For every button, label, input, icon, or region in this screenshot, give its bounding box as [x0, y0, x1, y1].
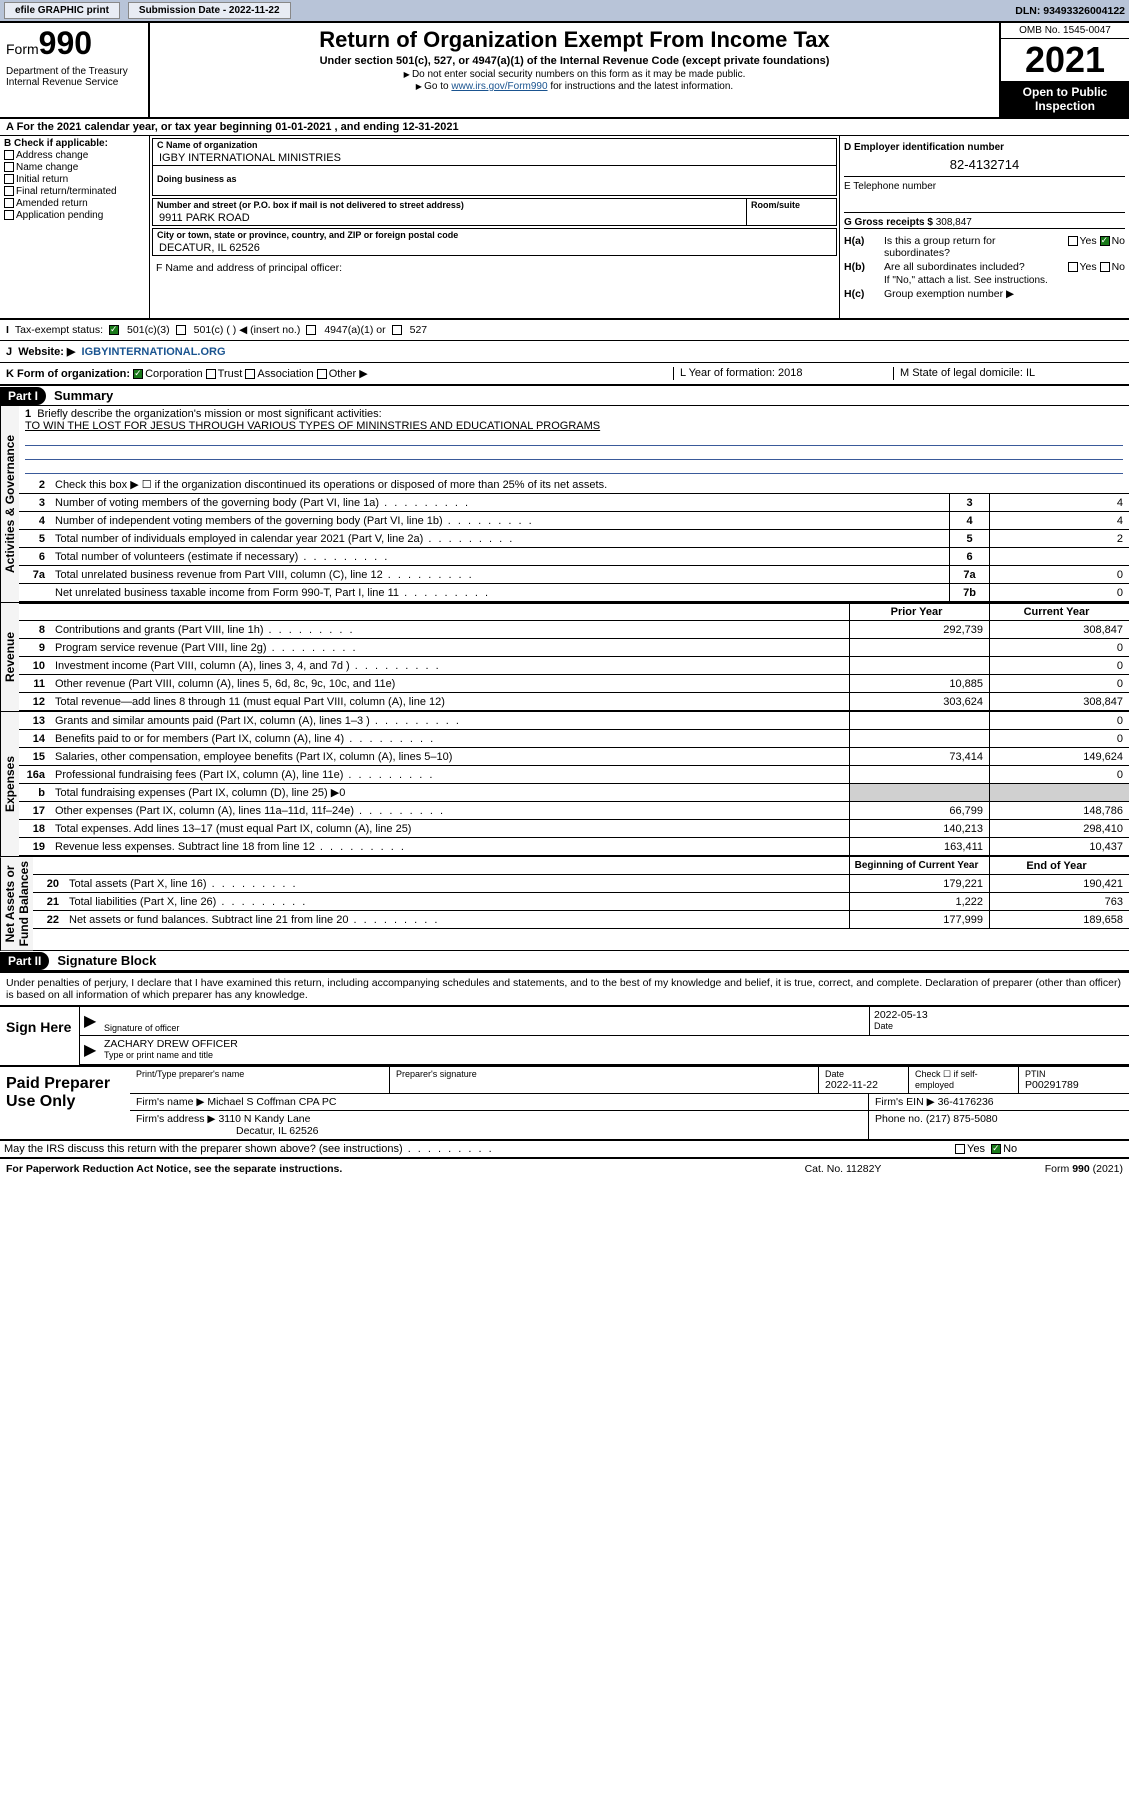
- top-toolbar: efile GRAPHIC print Submission Date - 20…: [0, 0, 1129, 21]
- cb-name-change[interactable]: Name change: [4, 162, 145, 173]
- irs-link[interactable]: www.irs.gov/Form990: [451, 81, 547, 92]
- signature-arrow-icon: ▶: [80, 1007, 100, 1035]
- val-7b: 0: [989, 584, 1129, 601]
- cb-amended[interactable]: Amended return: [4, 198, 145, 209]
- vtab-activities: Activities & Governance: [0, 406, 19, 602]
- firm-name: Michael S Coffman CPA PC: [207, 1096, 336, 1108]
- box-b: B Check if applicable: Address change Na…: [0, 136, 150, 318]
- vtab-expenses: Expenses: [0, 712, 19, 856]
- website-link[interactable]: IGBYINTERNATIONAL.ORG: [82, 346, 226, 358]
- val-5: 2: [989, 530, 1129, 547]
- form-header: Form990 Department of the Treasury Inter…: [0, 21, 1129, 119]
- form-number: Form990: [6, 25, 142, 62]
- sign-here-block: Sign Here ▶ Signature of officer 2022-05…: [0, 1005, 1129, 1067]
- sign-date: 2022-05-13: [874, 1009, 1125, 1021]
- firm-phone: (217) 875-5080: [926, 1113, 998, 1125]
- street-address: 9911 PARK ROAD: [153, 211, 746, 225]
- dln-label: DLN: 93493326004122: [1015, 5, 1125, 17]
- header-info-grid: B Check if applicable: Address change Na…: [0, 136, 1129, 320]
- part-1-header: Part I Summary: [0, 386, 1129, 406]
- tax-year: 2021: [1001, 39, 1129, 81]
- instr-ssn: Do not enter social security numbers on …: [158, 69, 991, 80]
- val-7a: 0: [989, 566, 1129, 583]
- cb-initial-return[interactable]: Initial return: [4, 174, 145, 185]
- open-to-public: Open to Public Inspection: [1001, 81, 1129, 117]
- form-title: Return of Organization Exempt From Incom…: [158, 27, 991, 53]
- mission-text: TO WIN THE LOST FOR JESUS THROUGH VARIOU…: [25, 420, 600, 432]
- vtab-net-assets: Net Assets or Fund Balances: [0, 857, 33, 950]
- section-a-period: A For the 2021 calendar year, or tax yea…: [0, 119, 1129, 136]
- box-c: C Name of organization IGBY INTERNATIONA…: [150, 136, 839, 318]
- cb-address-change[interactable]: Address change: [4, 150, 145, 161]
- ptin: P00291789: [1025, 1079, 1123, 1091]
- department-label: Department of the Treasury Internal Reve…: [6, 66, 142, 88]
- penalty-statement: Under penalties of perjury, I declare th…: [0, 971, 1129, 1005]
- paid-preparer-block: Paid Preparer Use Only Print/Type prepar…: [0, 1067, 1129, 1141]
- cb-app-pending[interactable]: Application pending: [4, 210, 145, 221]
- page-footer: For Paperwork Reduction Act Notice, see …: [0, 1159, 1129, 1179]
- box-f: F Name and address of principal officer:: [150, 258, 839, 318]
- city-state-zip: DECATUR, IL 62526: [153, 241, 836, 255]
- row-j-website: J Website: ▶ IGBYINTERNATIONAL.ORG: [0, 341, 1129, 363]
- org-name: IGBY INTERNATIONAL MINISTRIES: [153, 151, 836, 165]
- instr-link: Go to www.irs.gov/Form990 for instructio…: [158, 81, 991, 92]
- part-2-header: Part II Signature Block: [0, 951, 1129, 971]
- row-k: K Form of organization: Corporation Trus…: [0, 363, 1129, 386]
- firm-ein: 36-4176236: [938, 1096, 994, 1108]
- val-4: 4: [989, 512, 1129, 529]
- val-3: 4: [989, 494, 1129, 511]
- officer-name: ZACHARY DREW OFFICER: [104, 1038, 1125, 1050]
- row-i-tax-status: ITax-exempt status: 501(c)(3) 501(c) ( )…: [0, 320, 1129, 341]
- form-subtitle: Under section 501(c), 527, or 4947(a)(1)…: [158, 55, 991, 67]
- gross-receipts: 308,847: [936, 217, 972, 228]
- name-arrow-icon: ▶: [80, 1036, 100, 1064]
- cb-final-return[interactable]: Final return/terminated: [4, 186, 145, 197]
- ein-value: 82-4132714: [844, 157, 1125, 172]
- vtab-revenue: Revenue: [0, 603, 19, 711]
- omb-number: OMB No. 1545-0047: [1001, 23, 1129, 39]
- val-6: [989, 548, 1129, 565]
- submission-date-button[interactable]: Submission Date - 2022-11-22: [128, 2, 291, 19]
- efile-button[interactable]: efile GRAPHIC print: [4, 2, 120, 19]
- firm-addr1: 3110 N Kandy Lane: [218, 1113, 310, 1125]
